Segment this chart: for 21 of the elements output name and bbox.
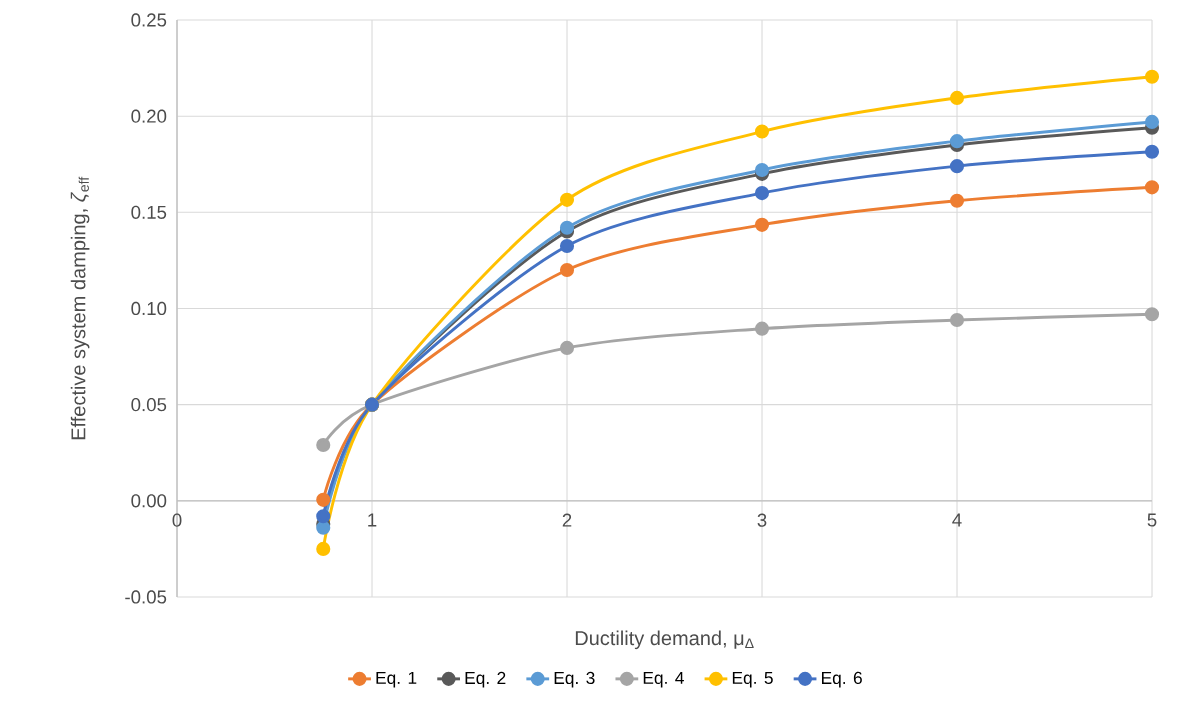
x-tick-label: 5 [1147,513,1157,527]
legend-label: Eq. 1 [376,671,417,688]
legend-label: Eq. 2 [465,671,506,688]
x-tick-label: 1 [368,513,377,527]
y-tick-label: -0.05 [125,590,167,604]
y-tick-label: 0.10 [131,301,167,316]
y-tick-label: 0.05 [131,398,167,412]
x-tick-label: 2 [562,513,572,527]
legend-label: Eq. 6 [822,671,862,688]
x-tick-label: 4 [952,513,962,527]
x-tick-label: 3 [757,513,767,527]
legend-label: Eq. 4 [643,671,684,688]
legend-label: Eq. 3 [554,671,595,688]
y-tick-label: 0.20 [131,109,167,123]
x-axis-title: Ductility demand, μ$_{Δ}$ [575,630,754,650]
legend-label: Eq. 5 [732,671,773,688]
x-tick-label: 0 [172,513,182,527]
y-tick-label: 0.00 [131,494,167,508]
y-axis-title: Effective system damping, ζ$_{eff}$ [70,176,90,440]
y-tick-label: 0.25 [131,13,167,27]
y-tick-label: 0.15 [131,205,167,219]
